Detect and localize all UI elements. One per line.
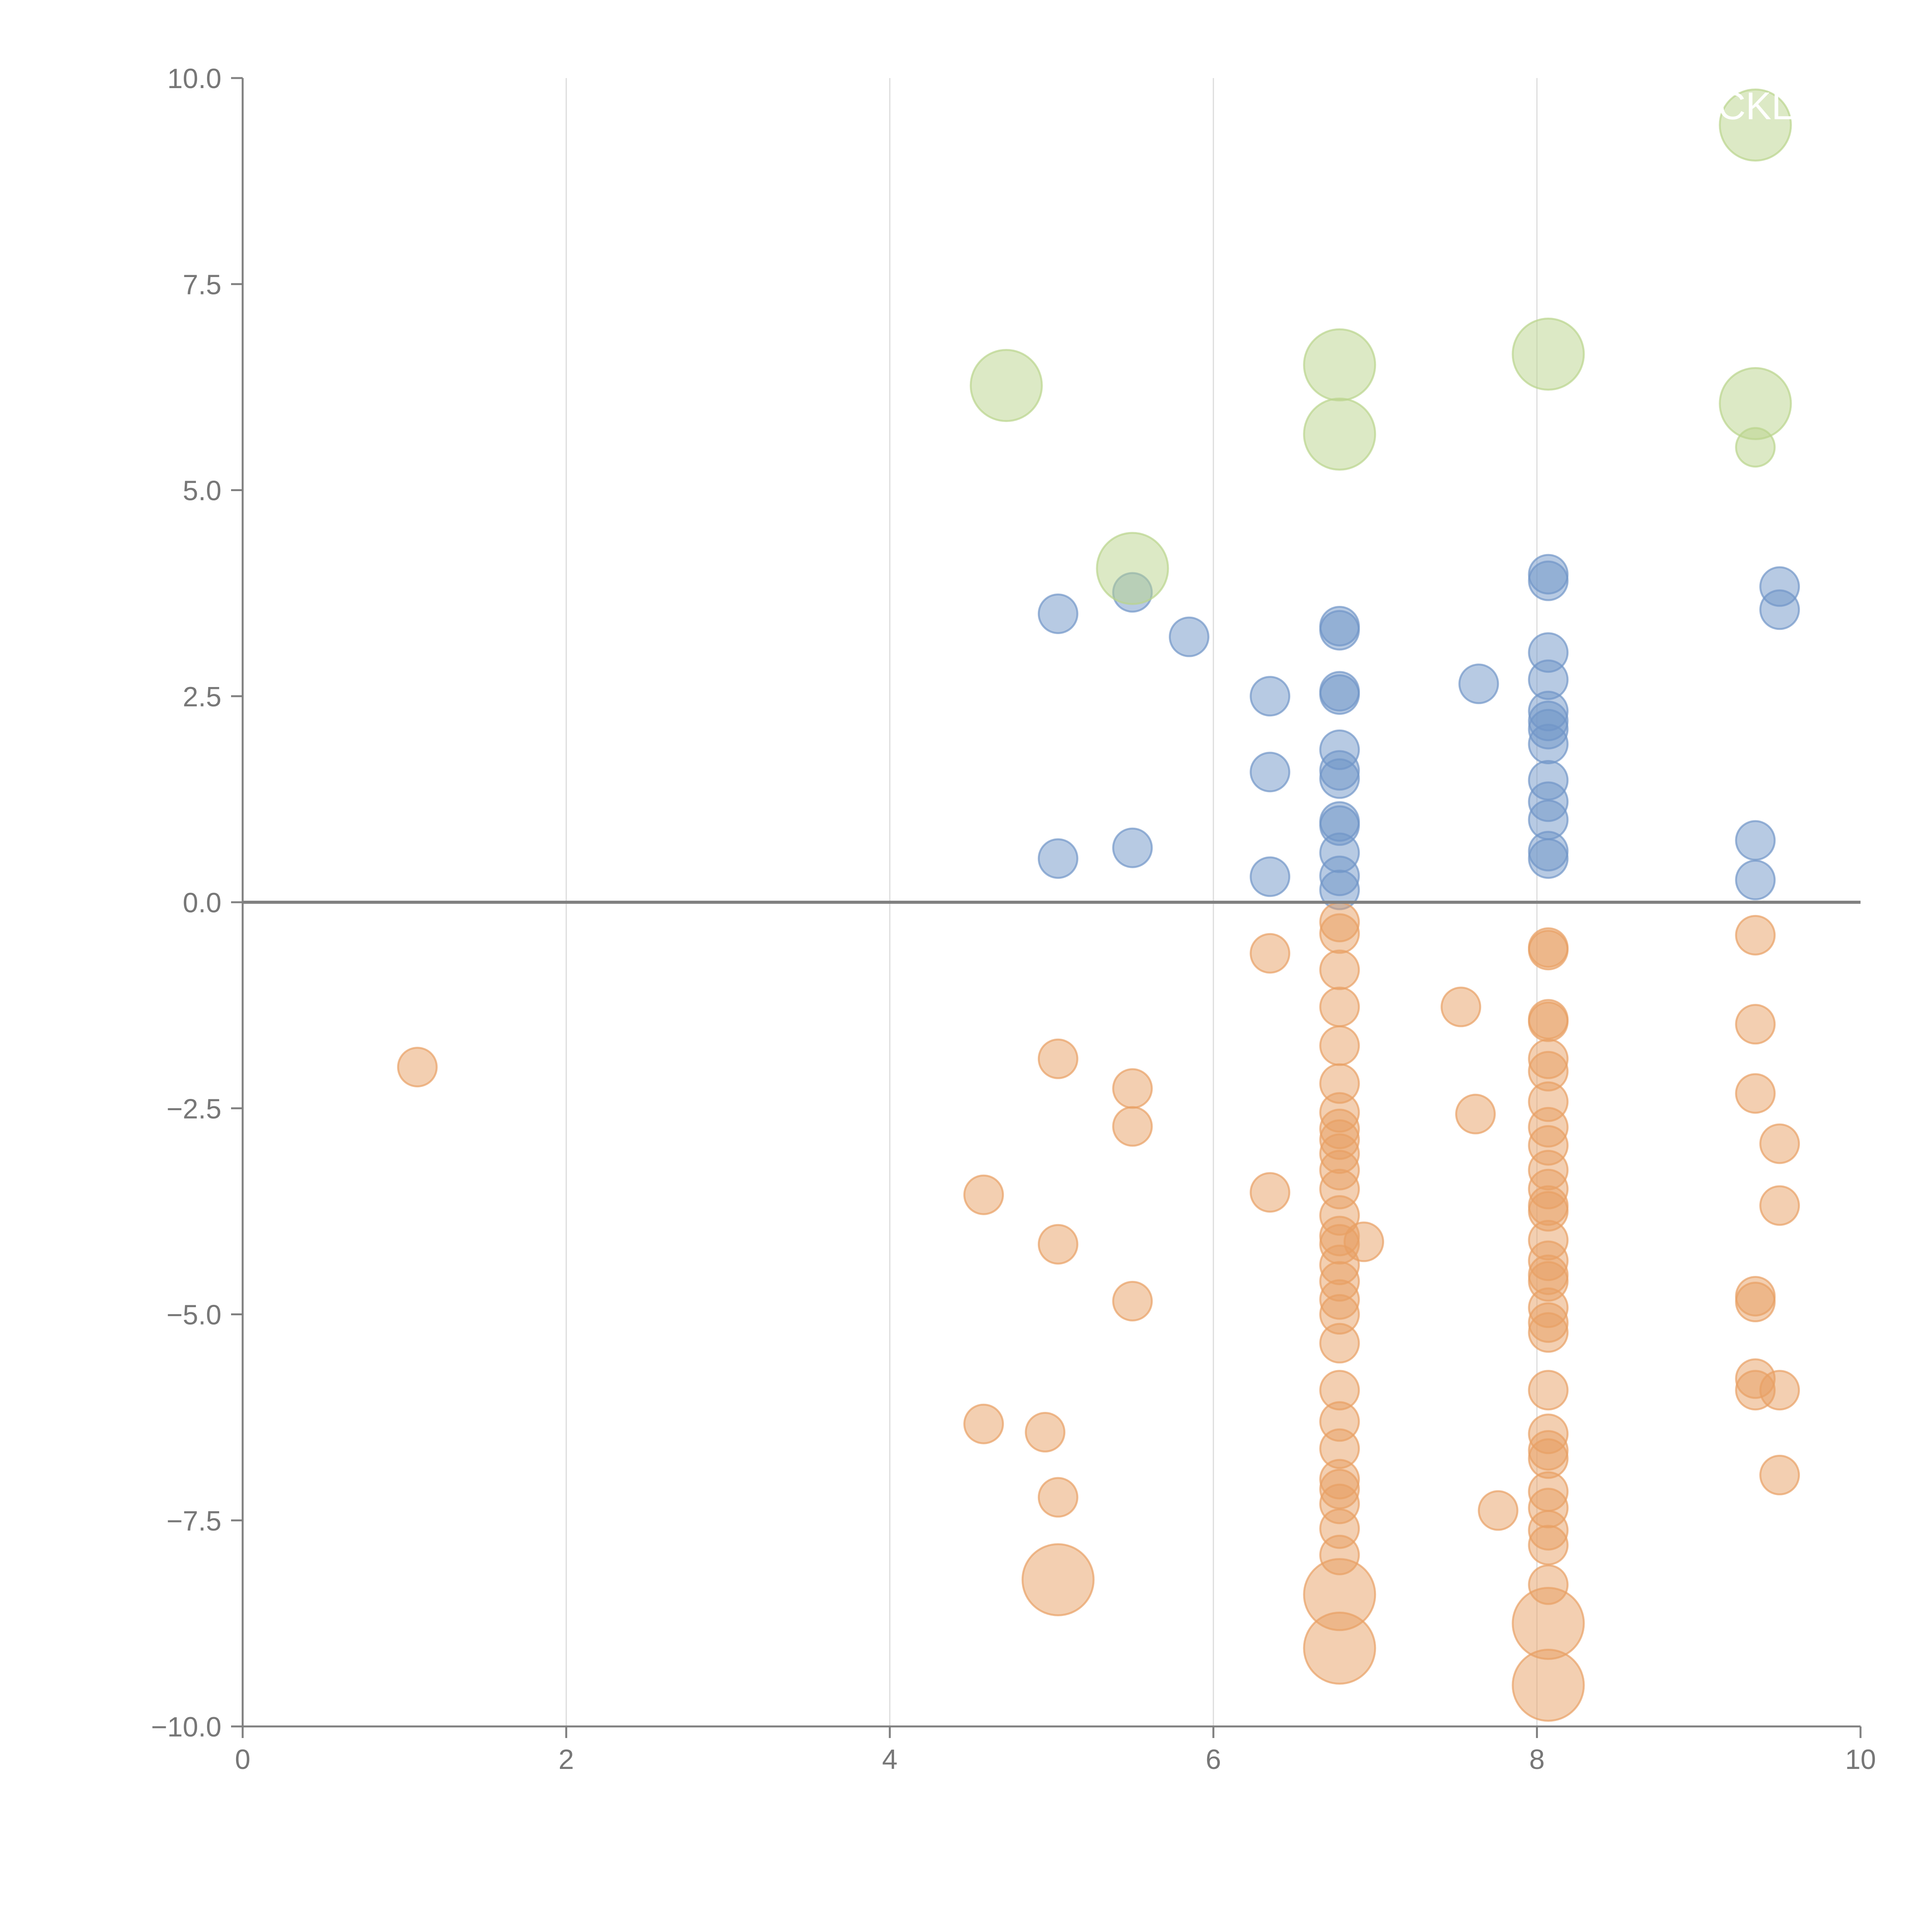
point-negative-88 <box>1759 1454 1800 1495</box>
point-positive-22 <box>1528 560 1569 601</box>
x-tick-label-1: 2 <box>558 1744 574 1775</box>
point-positive-11 <box>1319 674 1360 715</box>
x-tick-label-5: 10 <box>1845 1744 1876 1775</box>
point-positive-9 <box>1319 610 1360 651</box>
x-tick-label-3: 6 <box>1206 1744 1221 1775</box>
point-positive-35 <box>1735 859 1776 900</box>
point-negative-76 <box>1512 1587 1585 1660</box>
point-negative-66 <box>1528 1312 1569 1353</box>
point-negative-12 <box>1250 1172 1291 1213</box>
point-negative-82 <box>1735 1282 1776 1323</box>
y-tick-label-6: 5.0 <box>183 476 221 507</box>
point-negative-45 <box>1455 1094 1496 1134</box>
y-tick-label-4: 0.0 <box>183 888 221 918</box>
point-positive-6 <box>1250 752 1291 793</box>
callout-label: CKL <box>1718 85 1793 128</box>
point-negative-46 <box>1478 1490 1519 1531</box>
data-points <box>397 88 1800 1722</box>
y-tick-label-8: 10.0 <box>167 63 221 94</box>
point-negative-77 <box>1512 1648 1585 1722</box>
point-negative-17 <box>1319 1025 1360 1066</box>
point-top-4 <box>1512 318 1585 391</box>
point-positive-1 <box>1037 838 1078 879</box>
point-negative-9 <box>1112 1106 1153 1147</box>
y-tick-label-5: 2.5 <box>183 682 221 713</box>
point-positive-4 <box>1168 616 1209 657</box>
point-positive-28 <box>1528 723 1569 764</box>
point-negative-6 <box>1037 1477 1078 1518</box>
point-positive-0 <box>1037 593 1078 634</box>
x-tick-label-2: 4 <box>882 1744 898 1775</box>
point-negative-32 <box>1319 1323 1360 1364</box>
point-negative-4 <box>1037 1038 1078 1079</box>
point-negative-2 <box>963 1403 1004 1444</box>
point-negative-7 <box>1021 1543 1095 1616</box>
point-top-2 <box>1303 328 1376 401</box>
point-positive-14 <box>1319 758 1360 799</box>
y-tick-label-7: 7.5 <box>183 269 221 300</box>
x-tick-label-4: 8 <box>1529 1744 1545 1775</box>
point-negative-86 <box>1759 1185 1800 1226</box>
point-top-0 <box>969 349 1043 422</box>
point-positive-20 <box>1458 663 1499 704</box>
point-positive-5 <box>1250 676 1291 717</box>
point-positive-34 <box>1735 820 1776 861</box>
point-negative-79 <box>1735 1004 1776 1045</box>
point-negative-43 <box>1344 1221 1384 1262</box>
point-top-7 <box>1735 427 1776 468</box>
point-negative-10 <box>1112 1281 1153 1321</box>
point-negative-85 <box>1759 1123 1800 1164</box>
point-top-5 <box>1719 88 1792 162</box>
point-negative-78 <box>1735 915 1776 956</box>
point-negative-0 <box>397 1047 438 1088</box>
point-top-1 <box>1096 532 1169 605</box>
point-negative-5 <box>1037 1224 1078 1265</box>
point-negative-80 <box>1735 1073 1776 1114</box>
point-negative-3 <box>1025 1412 1066 1453</box>
point-negative-74 <box>1528 1525 1569 1566</box>
y-tick-label-2: −5.0 <box>167 1300 221 1331</box>
y-tick-label-3: −2.5 <box>167 1094 221 1124</box>
point-negative-11 <box>1250 933 1291 974</box>
y-tick-label-1: −7.5 <box>167 1506 221 1537</box>
point-negative-44 <box>1440 986 1481 1027</box>
x-tick-label-0: 0 <box>235 1744 250 1775</box>
point-top-3 <box>1303 397 1376 471</box>
y-tick-label-0: −10.0 <box>151 1712 221 1743</box>
point-positive-7 <box>1250 856 1291 897</box>
point-positive-37 <box>1759 589 1800 630</box>
point-negative-87 <box>1759 1370 1800 1411</box>
point-negative-48 <box>1528 930 1569 971</box>
point-negative-67 <box>1528 1370 1569 1411</box>
point-negative-16 <box>1319 986 1360 1027</box>
point-negative-42 <box>1303 1611 1376 1685</box>
point-negative-8 <box>1112 1068 1153 1109</box>
point-positive-3 <box>1112 827 1153 868</box>
point-positive-33 <box>1528 838 1569 879</box>
point-negative-15 <box>1319 949 1360 990</box>
point-negative-1 <box>963 1174 1004 1215</box>
point-negative-50 <box>1528 1001 1569 1042</box>
point-negative-14 <box>1319 913 1360 954</box>
axes: 0 2 4 6 8 10 −10.0 −7.5 −5.0 −2.5 0.0 2.5 5.0 7.5 10.0 <box>151 63 1876 1775</box>
